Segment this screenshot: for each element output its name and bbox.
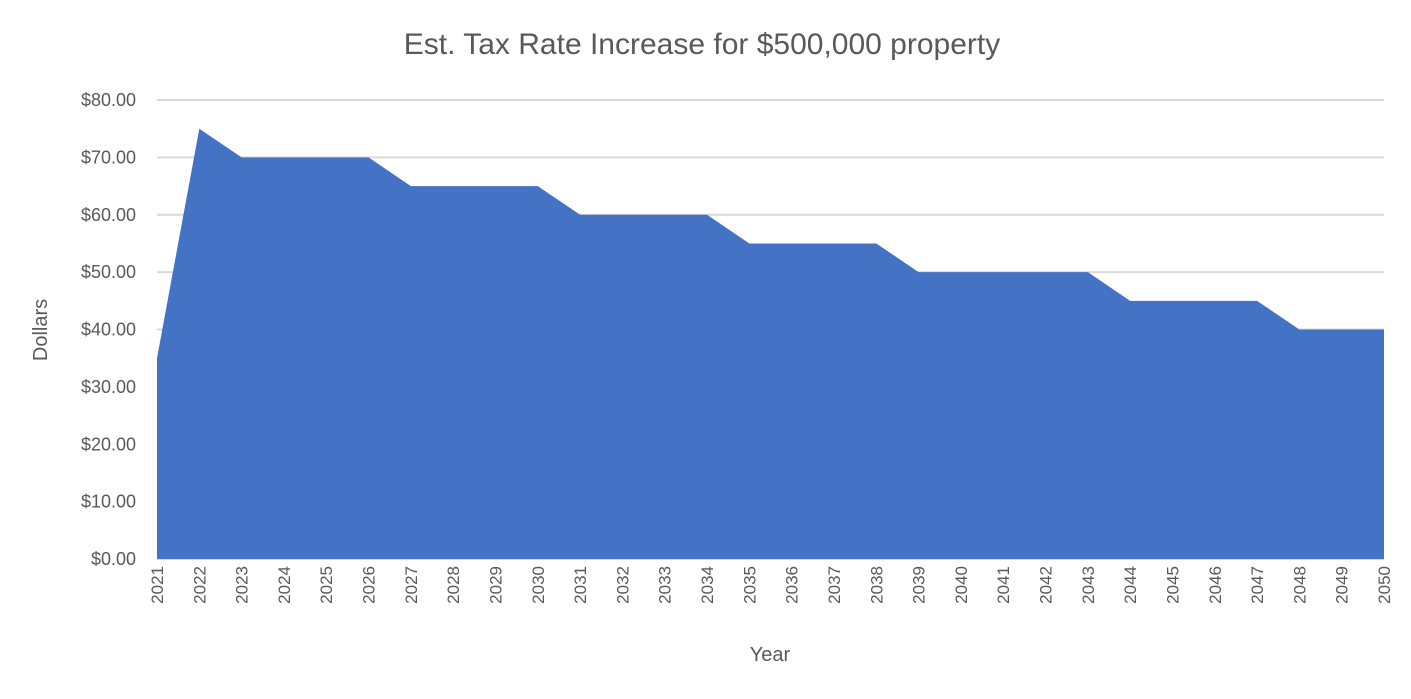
x-tick-label: 2038: [867, 566, 886, 604]
y-tick-label: $40.00: [81, 320, 136, 340]
x-axis: 2021 2022 2023 2024 2025 2026 2027 2028 2029 2030…: [148, 566, 1394, 604]
y-tick-label: $0.00: [91, 549, 136, 569]
x-tick-label: 2031: [571, 566, 590, 604]
x-tick-label: 2035: [740, 566, 759, 604]
x-tick-label: 2021: [148, 566, 167, 604]
x-tick-label: 2034: [698, 566, 717, 604]
x-tick-label: 2025: [317, 566, 336, 604]
x-tick-label: 2032: [613, 566, 632, 604]
x-tick-label: 2044: [1121, 566, 1140, 604]
x-tick-label: 2050: [1375, 566, 1394, 604]
x-tick-label: 2041: [994, 566, 1013, 604]
x-tick-label: 2022: [190, 566, 209, 604]
x-tick-label: 2039: [910, 566, 929, 604]
x-tick-label: 2043: [1079, 566, 1098, 604]
x-tick-label: 2040: [952, 566, 971, 604]
x-tick-label: 2024: [275, 566, 294, 604]
y-tick-label: $10.00: [81, 492, 136, 512]
y-tick-label: $50.00: [81, 262, 136, 282]
x-tick-label: 2027: [402, 566, 421, 604]
x-tick-label: 2048: [1290, 566, 1309, 604]
x-tick-label: 2042: [1037, 566, 1056, 604]
x-tick-label: 2030: [529, 566, 548, 604]
y-tick-label: $80.00: [81, 90, 136, 110]
y-tick-label: $30.00: [81, 377, 136, 397]
y-axis: $0.00 $10.00 $20.00 $30.00 $40.00 $50.00 $60.0…: [81, 90, 136, 569]
x-tick-label: 2046: [1206, 566, 1225, 604]
x-tick-label: 2045: [1163, 566, 1182, 604]
y-axis-title: Dollars: [30, 299, 52, 361]
x-tick-label: 2047: [1248, 566, 1267, 604]
x-tick-label: 2049: [1333, 566, 1352, 604]
x-tick-label: 2029: [486, 566, 505, 604]
series-area: [157, 128, 1384, 559]
x-axis-title: Year: [750, 644, 791, 666]
x-tick-label: 2037: [825, 566, 844, 604]
x-tick-label: 2028: [444, 566, 463, 604]
x-tick-label: 2026: [360, 566, 379, 604]
y-tick-label: $70.00: [81, 147, 136, 167]
plot-area: [157, 128, 1384, 559]
y-tick-label: $60.00: [81, 205, 136, 225]
x-tick-label: 2033: [656, 566, 675, 604]
y-tick-label: $20.00: [81, 434, 136, 454]
x-tick-label: 2036: [783, 566, 802, 604]
chart-title: Est. Tax Rate Increase for $500,000 prop…: [404, 28, 1000, 61]
x-tick-label: 2023: [233, 566, 252, 604]
